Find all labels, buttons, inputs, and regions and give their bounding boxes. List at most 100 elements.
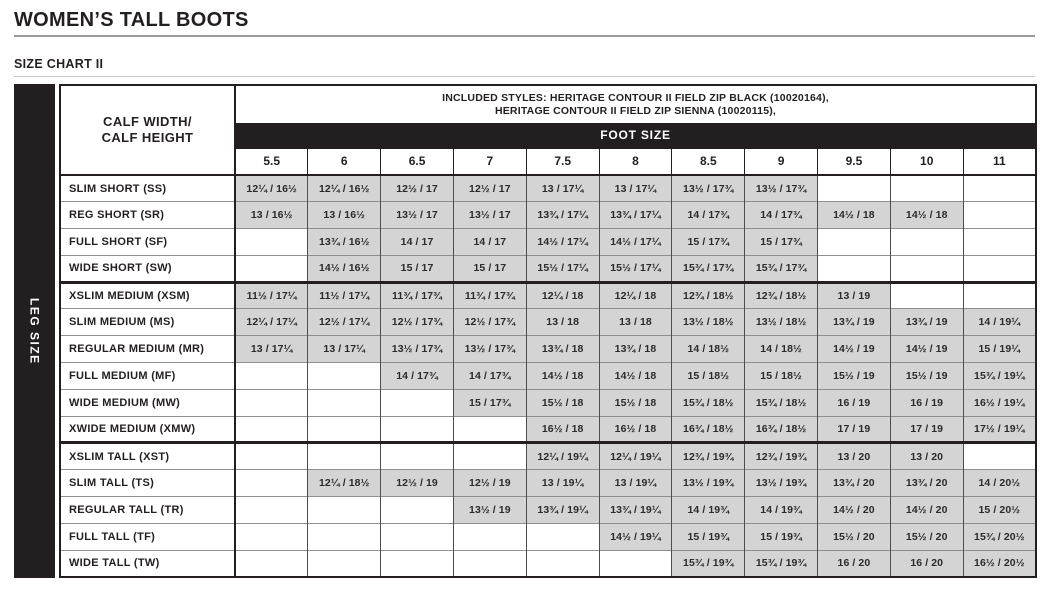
size-cell: 14½ / 16½ (307, 254, 381, 283)
subtitle-divider (14, 76, 1035, 77)
size-cell (307, 415, 381, 443)
size-cell: 15¾ / 19¾ (744, 549, 818, 577)
size-cell: 12¼ / 16½ (307, 174, 381, 202)
size-cell: 14 / 19¾ (744, 496, 818, 524)
foot-size-header-10: 10 (889, 147, 964, 176)
foot-size-header-8.5: 8.5 (671, 147, 746, 176)
size-cell: 15½ / 20 (817, 522, 891, 551)
leg-size-bar: LEG SIZE (14, 84, 55, 578)
size-cell (307, 549, 381, 577)
size-cell (380, 388, 454, 417)
size-cell: 13¾ / 19 (889, 308, 964, 336)
table-row: XWIDE MEDIUM (XMW) 16½ / 18 16½ / 18 16¾ / … (60, 415, 1036, 443)
table-row: REGULAR MEDIUM (MR) 13 / 17¼ 13 / 17¼ 13½ /… (60, 335, 1036, 363)
size-cell: 13½ / 18½ (671, 308, 745, 336)
row-label: XSLIM MEDIUM (XSM) (60, 280, 236, 309)
size-cell (598, 549, 672, 577)
size-cell (817, 174, 891, 202)
table-row: FULL SHORT (SF) 13¾ / 16½ 14 / 17 14 / 17 14… (60, 228, 1036, 256)
size-cell: 16 / 19 (889, 388, 964, 417)
size-cell: 14½ / 20 (889, 496, 964, 524)
size-cell: 16 / 20 (817, 549, 891, 577)
size-cell: 17½ / 19¼ (962, 415, 1036, 443)
size-cell: 12¼ / 18½ (307, 469, 381, 497)
size-cell (452, 549, 527, 577)
row-label: REGULAR TALL (TR) (60, 496, 236, 524)
size-cell: 15¾ / 18½ (744, 388, 818, 417)
size-cell: 12¼ / 18 (525, 280, 600, 309)
size-cell: 13½ / 19 (452, 496, 527, 524)
size-cell: 15 / 17 (452, 254, 527, 283)
included-styles-row: CALF WIDTH/ CALF HEIGHT INCLUDED STYLES:… (59, 84, 1036, 176)
row-label: SLIM SHORT (SS) (60, 174, 236, 202)
foot-size-header-row: 5.5 6 6.5 7 7.5 8 8.5 9 9.5 10 11 (60, 147, 1037, 176)
size-cell: 16 / 19 (817, 388, 891, 417)
size-cell (380, 549, 454, 577)
size-cell (234, 496, 308, 524)
foot-size-header-6.5: 6.5 (380, 147, 454, 176)
size-chart-body: SLIM SHORT (SS) 12¼ / 16½ 12¼ / 16½ 12½ / 1… (60, 174, 1036, 577)
size-cell (962, 201, 1036, 229)
page-title: WOMEN’S TALL BOOTS (14, 9, 249, 31)
size-cell: 15½ / 20 (889, 522, 964, 551)
size-cell: 12½ / 17¼ (307, 308, 381, 336)
size-cell: 13 / 16½ (307, 201, 381, 229)
size-cell: 14½ / 18 (598, 362, 672, 390)
size-cell (962, 280, 1036, 309)
size-cell (452, 415, 527, 443)
size-cell: 12¾ / 18½ (671, 280, 745, 309)
size-cell: 15½ / 19 (817, 362, 891, 390)
size-cell: 13½ / 17¾ (671, 174, 745, 202)
corner-label-line2: CALF HEIGHT (101, 130, 194, 145)
size-cell: 15¾ / 20½ (962, 522, 1036, 551)
size-cell: 15 / 18½ (744, 362, 818, 390)
size-cell: 14½ / 20 (817, 496, 891, 524)
size-cell: 16½ / 20½ (962, 549, 1036, 577)
size-cell: 12¾ / 18½ (744, 280, 818, 309)
size-cell: 13¾ / 18 (525, 335, 600, 363)
size-cell: 15 / 18½ (671, 362, 745, 390)
size-cell: 14 / 20½ (962, 469, 1036, 497)
size-cell: 12½ / 17 (380, 174, 454, 202)
size-cell: 15 / 17¾ (452, 388, 527, 417)
size-cell: 15 / 19¾ (671, 522, 745, 551)
size-cell: 13¾ / 19 (817, 308, 891, 336)
size-cell: 14 / 17¾ (744, 201, 818, 229)
table-row: WIDE MEDIUM (MW) 15 / 17¾ 15½ / 18 15½ / 18… (60, 388, 1036, 417)
size-cell: 17 / 19 (817, 415, 891, 443)
size-cell (817, 228, 891, 256)
table-row: SLIM MEDIUM (MS) 12¼ / 17¼ 12½ / 17¼ 12½ / … (60, 308, 1036, 336)
size-cell: 15 / 19¼ (962, 335, 1036, 363)
size-cell: 15½ / 17¼ (525, 254, 600, 283)
size-cell (889, 228, 964, 256)
size-cell (962, 228, 1036, 256)
size-cell: 14 / 18½ (744, 335, 818, 363)
size-cell (452, 441, 527, 470)
size-cell: 13 / 18 (525, 308, 600, 336)
size-cell: 13 / 18 (598, 308, 672, 336)
size-cell (525, 522, 600, 551)
size-cell (889, 280, 964, 309)
size-cell: 14 / 17 (380, 228, 454, 256)
size-cell: 13 / 17¼ (525, 174, 600, 202)
size-chart-table: CALF WIDTH/ CALF HEIGHT INCLUDED STYLES:… (59, 84, 1037, 578)
row-label: SLIM TALL (TS) (60, 469, 236, 497)
table-row: WIDE TALL (TW) 15¾ / 19¾ 15¾ / 19¾ 16 / 20 1… (60, 549, 1036, 577)
size-cell: 12½ / 17¾ (452, 308, 527, 336)
size-cell (380, 441, 454, 470)
size-cell: 15½ / 19 (889, 362, 964, 390)
size-cell: 15½ / 18 (598, 388, 672, 417)
table-row: FULL MEDIUM (MF) 14 / 17¾ 14 / 17¾ 14½ / 18… (60, 362, 1036, 390)
size-cell: 17 / 19 (889, 415, 964, 443)
size-cell (234, 388, 308, 417)
size-cell: 14½ / 18 (525, 362, 600, 390)
size-cell: 13½ / 19¾ (744, 469, 818, 497)
leg-size-label: LEG SIZE (27, 297, 42, 365)
size-cell: 13½ / 17 (452, 201, 527, 229)
foot-size-header-5.5: 5.5 (234, 147, 309, 176)
foot-size-band-row: FOOT SIZE (60, 123, 1036, 148)
size-cell: 13¾ / 20 (817, 469, 891, 497)
row-label: FULL TALL (TF) (60, 522, 236, 551)
size-cell: 15½ / 17¼ (598, 254, 672, 283)
size-cell: 13 / 20 (889, 441, 964, 470)
